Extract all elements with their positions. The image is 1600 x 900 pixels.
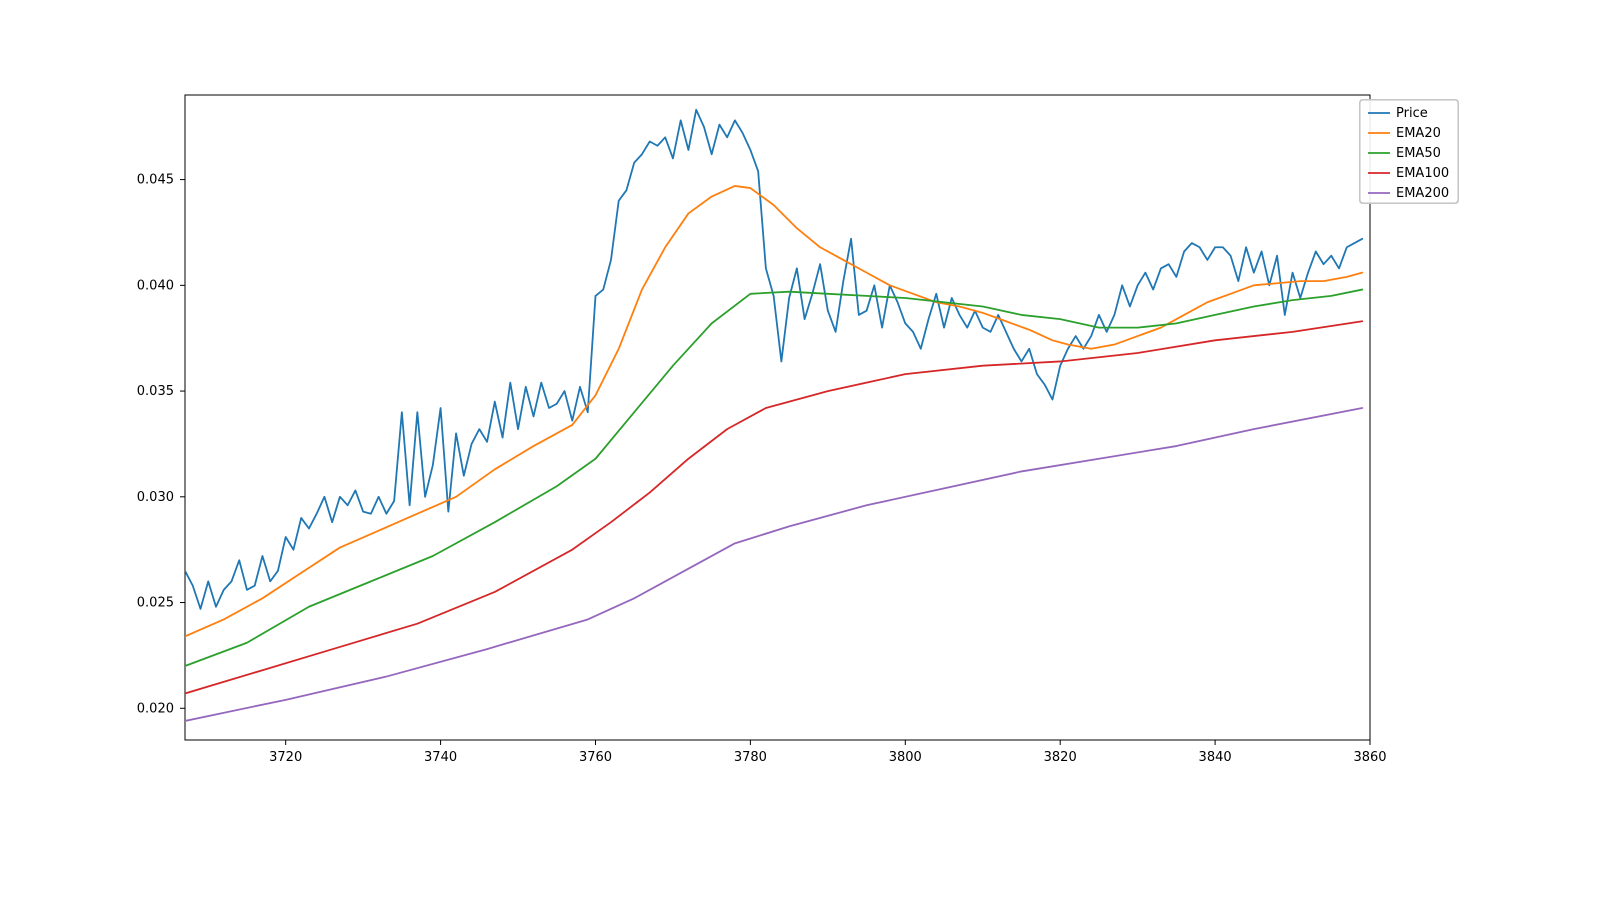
legend-label-price: Price [1396,106,1428,121]
x-tick-label: 3720 [269,750,302,765]
y-tick-label: 0.030 [137,490,174,505]
x-tick-label: 3860 [1353,750,1386,765]
x-tick-label: 3840 [1199,750,1232,765]
x-tick-label: 3800 [889,750,922,765]
x-tick-label: 3740 [424,750,457,765]
x-tick-label: 3820 [1044,750,1077,765]
chart-container: 3720 3740 3760 3780 3800 3820 3840 3860 0.020 0.0… [0,0,1600,900]
legend-label-ema100: EMA100 [1396,166,1449,181]
y-tick-label: 0.020 [137,701,174,716]
y-tick-label: 0.040 [137,278,174,293]
y-tick-label: 0.025 [137,596,174,611]
legend-label-ema20: EMA20 [1396,126,1441,141]
legend-label-ema50: EMA50 [1396,146,1441,161]
legend: Price EMA20 EMA50 EMA100 EMA200 [1360,100,1459,204]
line-chart: 3720 3740 3760 3780 3800 3820 3840 3860 0.020 0.0… [0,0,1600,900]
y-tick-label: 0.045 [137,173,174,188]
x-tick-label: 3760 [579,750,612,765]
x-tick-label: 3780 [734,750,767,765]
legend-label-ema200: EMA200 [1396,186,1449,201]
y-tick-label: 0.035 [137,384,174,399]
